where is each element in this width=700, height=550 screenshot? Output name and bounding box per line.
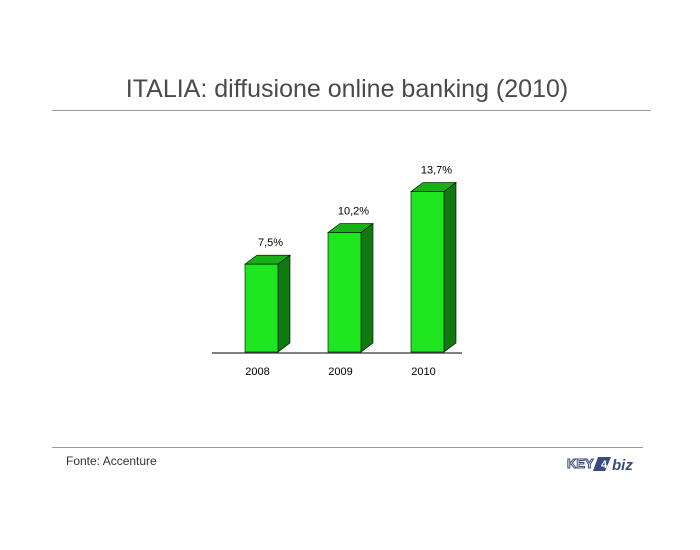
chart-title: ITALIA: diffusione online banking (2010) [125,75,569,103]
x-tick-label: 2010 [411,366,435,378]
bar-2008 [244,254,291,353]
svg-text:biz: biz [612,457,633,474]
bars-group: 7,5% 2008 10,2% 2009 13,7% 2010 [244,165,457,378]
key4biz-logo: KEY 4 biz [567,456,634,475]
bar-value-label: 7,5% [258,237,283,249]
bar-2009 [327,222,374,353]
bar-value-label: 13,7% [421,165,452,177]
bar-value-label: 10,2% [338,206,369,218]
bar-front [410,191,445,353]
bar-2010 [410,181,457,353]
bar-side [277,254,291,353]
svg-text:4: 4 [601,459,608,471]
bar-front [244,263,279,353]
bar-side [360,222,374,353]
svg-text:KEY: KEY [567,456,594,471]
source-note: Fonte: Accenture [66,454,157,468]
bar-front [327,232,362,353]
x-tick-label: 2009 [328,366,352,378]
title-divider [52,110,651,111]
logo-graphic: KEY 4 biz [567,456,634,475]
x-tick-label: 2008 [245,366,269,378]
footer-divider [52,447,643,448]
bar-side [443,181,457,353]
